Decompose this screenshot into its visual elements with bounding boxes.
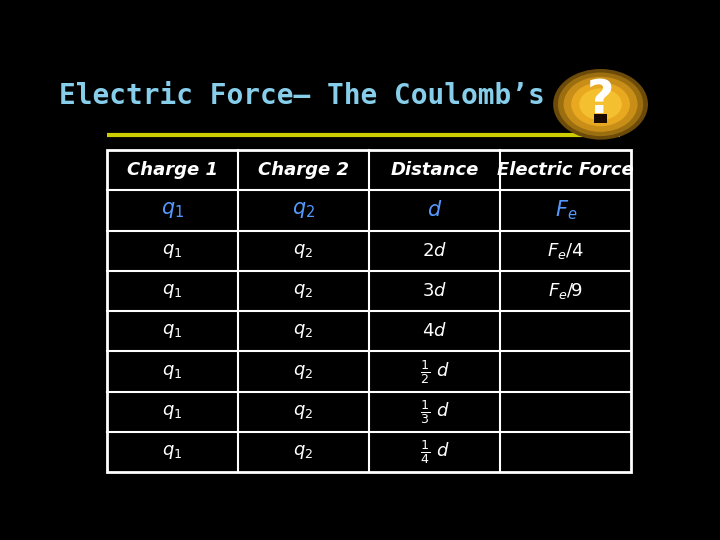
Text: $q_2$: $q_2$ [292,200,315,220]
Text: $q_2$: $q_2$ [293,362,313,381]
Text: Electric Force: Electric Force [498,161,634,179]
Text: $q_1$: $q_1$ [162,242,182,260]
Circle shape [564,77,638,132]
Text: $q_1$: $q_1$ [162,403,182,421]
Text: $q_2$: $q_2$ [293,282,313,300]
Text: $q_2$: $q_2$ [293,322,313,340]
Text: Charge 1: Charge 1 [127,161,218,179]
Text: $q_1$: $q_1$ [162,322,182,340]
Text: $\frac{1}{3}\ d$: $\frac{1}{3}\ d$ [420,398,449,426]
Text: ?: ? [587,78,614,123]
Circle shape [558,72,643,136]
Text: Charge 2: Charge 2 [258,161,349,179]
Bar [107,150,631,472]
Text: $q_1$: $q_1$ [162,362,182,381]
Circle shape [553,69,648,140]
Text: $3d$: $3d$ [422,282,447,300]
Text: $4d$: $4d$ [422,322,447,340]
Text: Electric Force– The Coulomb’s Law: Electric Force– The Coulomb’s Law [59,82,612,110]
Text: $F_e/4$: $F_e/4$ [547,241,584,261]
Text: $F_e$: $F_e$ [554,199,577,222]
Text: $2d$: $2d$ [422,242,447,260]
Text: $\frac{1}{2}\ d$: $\frac{1}{2}\ d$ [420,357,449,386]
Text: $\frac{1}{4}\ d$: $\frac{1}{4}\ d$ [420,438,449,466]
Text: $q_1$: $q_1$ [162,282,182,300]
Text: $q_2$: $q_2$ [293,242,313,260]
Circle shape [579,89,622,120]
Text: $q_1$: $q_1$ [162,443,182,461]
Bar [594,113,607,123]
Text: Distance: Distance [390,161,479,179]
Text: $d$: $d$ [427,200,442,220]
Text: $q_2$: $q_2$ [293,403,313,421]
Text: $q_1$: $q_1$ [161,200,184,220]
Text: $q_2$: $q_2$ [293,443,313,461]
Circle shape [571,83,630,126]
Text: $F_e/9$: $F_e/9$ [548,281,583,301]
